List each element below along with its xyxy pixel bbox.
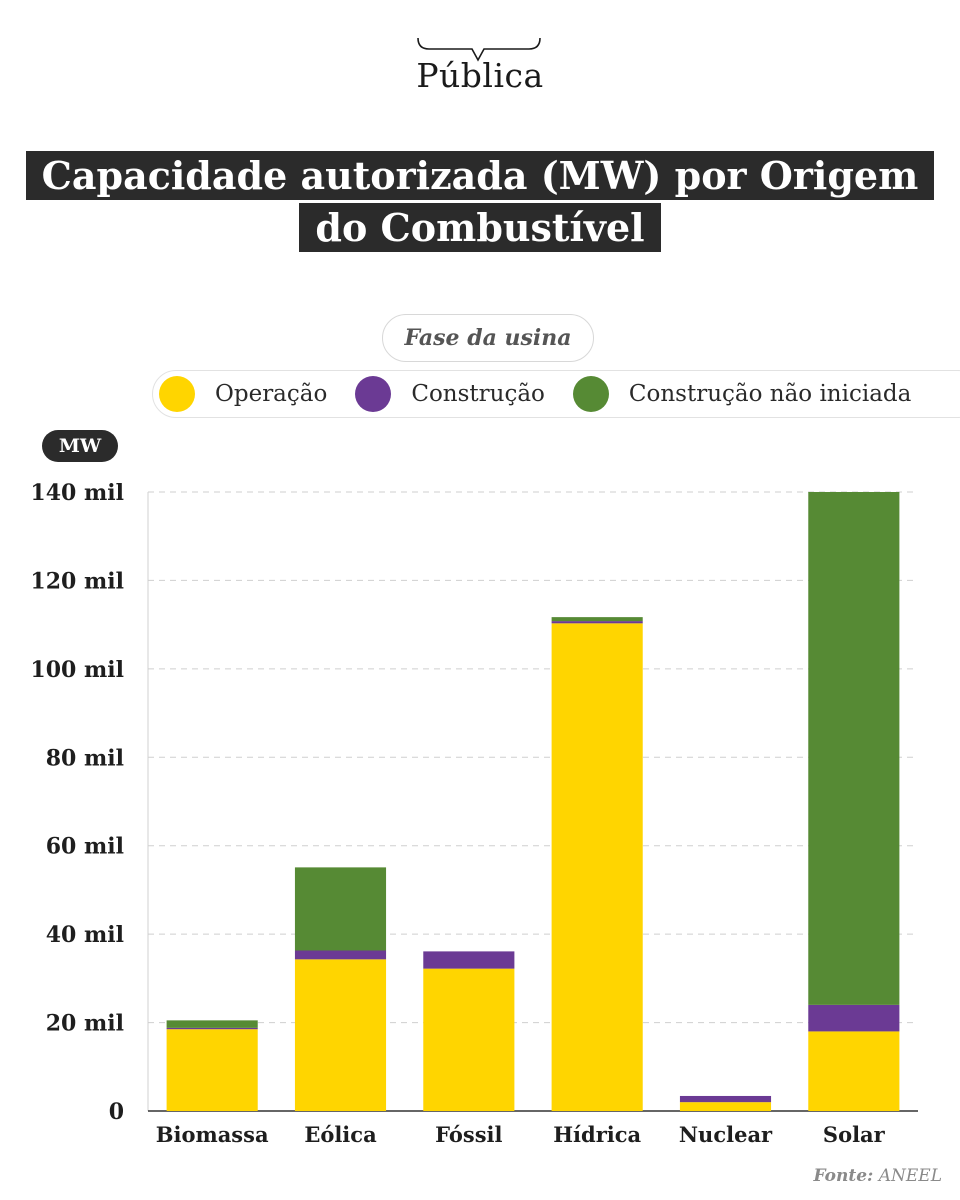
- x-category-label: Biomassa: [156, 1122, 269, 1147]
- unit-badge: MW: [42, 430, 118, 462]
- chart-title-line2: do Combustível: [299, 203, 661, 252]
- bar-segment-fóssil: [423, 968, 515, 1111]
- bar-segment-hídrica: [551, 623, 643, 1111]
- legend-item-nao-iniciada: Construção não iniciada: [572, 376, 912, 412]
- legend-swatch-operacao: [159, 376, 195, 412]
- brand-name: Pública: [416, 56, 544, 95]
- bar-segment-biomassa: [166, 1027, 258, 1030]
- y-tick-label: 60 mil: [46, 834, 124, 860]
- speech-bracket-icon: [417, 37, 541, 62]
- bar-segment-hídrica: [551, 617, 643, 622]
- bar-segment-biomassa: [166, 1029, 258, 1111]
- source-value: ANEEL: [878, 1166, 942, 1186]
- x-category-label: Hídrica: [553, 1122, 641, 1147]
- brand-logo: Pública: [0, 36, 960, 95]
- legend: Operação Construção Construção não inici…: [152, 370, 960, 418]
- source-label: Fonte:: [813, 1166, 874, 1186]
- bar-segment-solar: [808, 1031, 900, 1111]
- legend-item-operacao: Operação: [159, 376, 327, 412]
- x-category-label: Nuclear: [679, 1122, 773, 1147]
- y-tick-label: 120 mil: [30, 568, 124, 594]
- legend-label: Construção não iniciada: [628, 381, 912, 407]
- bar-segment-eólica: [294, 867, 387, 951]
- y-tick-label: 20 mil: [46, 1011, 124, 1037]
- bar-segment-eólica: [294, 950, 387, 960]
- legend-item-construcao: Construção: [355, 376, 545, 412]
- legend-swatch-construcao: [355, 376, 392, 412]
- legend-label: Construção: [411, 381, 545, 407]
- x-category-label: Fóssil: [435, 1122, 502, 1147]
- bar-segment-hídrica: [551, 621, 643, 624]
- bar-segment-solar: [808, 1004, 900, 1032]
- chart-title-line1: Capacidade autorizada (MW) por Origem: [25, 151, 935, 200]
- legend-title: Fase da usina: [382, 314, 594, 362]
- bar-segment-eólica: [294, 959, 387, 1111]
- legend-swatch-nao-iniciada: [572, 376, 609, 412]
- y-tick-label: 100 mil: [30, 657, 124, 683]
- y-tick-label: 0: [109, 1099, 124, 1125]
- bar-segment-nuclear: [679, 1102, 772, 1111]
- y-tick-label: 40 mil: [46, 922, 124, 948]
- legend-label: Operação: [215, 381, 328, 407]
- bar-segment-nuclear: [679, 1095, 772, 1103]
- bar-segment-biomassa: [166, 1020, 258, 1028]
- bar-segment-fóssil: [423, 951, 515, 969]
- source-note: Fonte: ANEEL: [814, 1166, 942, 1186]
- stacked-bar-chart: 0 20 mil 40 mil 60 mil 80 mil 100 mil 120 mil 1…: [30, 480, 918, 1147]
- bar-segment-solar: [808, 492, 900, 1005]
- x-category-label: Eólica: [304, 1122, 377, 1147]
- y-tick-label: 80 mil: [46, 745, 124, 771]
- y-tick-label: 140 mil: [30, 480, 124, 506]
- x-category-label: Solar: [823, 1122, 886, 1147]
- chart-title: Capacidade autorizada (MW) por Origem do…: [0, 150, 960, 254]
